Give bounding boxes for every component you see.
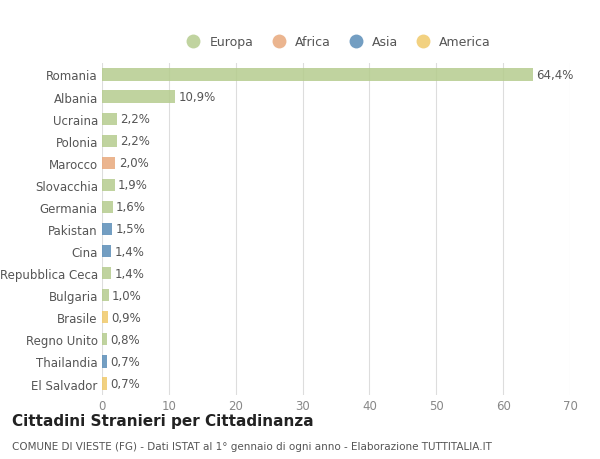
Text: 10,9%: 10,9% xyxy=(178,91,215,104)
Bar xyxy=(102,356,107,368)
Bar xyxy=(102,268,112,280)
Bar xyxy=(102,312,108,324)
Bar xyxy=(102,334,107,346)
Text: 64,4%: 64,4% xyxy=(536,69,573,82)
Text: 1,6%: 1,6% xyxy=(116,201,146,214)
Bar xyxy=(102,378,107,390)
Bar xyxy=(102,224,112,235)
Text: 1,0%: 1,0% xyxy=(112,289,142,302)
Text: 2,2%: 2,2% xyxy=(120,113,150,126)
Bar xyxy=(102,113,117,125)
Text: COMUNE DI VIESTE (FG) - Dati ISTAT al 1° gennaio di ogni anno - Elaborazione TUT: COMUNE DI VIESTE (FG) - Dati ISTAT al 1°… xyxy=(12,441,492,451)
Bar xyxy=(102,202,113,213)
Text: 1,4%: 1,4% xyxy=(115,245,145,258)
Bar xyxy=(102,179,115,191)
Text: 0,8%: 0,8% xyxy=(110,333,140,346)
Text: 0,9%: 0,9% xyxy=(112,311,141,324)
Text: 2,0%: 2,0% xyxy=(119,157,148,170)
Text: 1,4%: 1,4% xyxy=(115,267,145,280)
Bar xyxy=(102,290,109,302)
Text: 1,5%: 1,5% xyxy=(115,223,145,236)
Bar xyxy=(102,135,117,147)
Legend: Europa, Africa, Asia, America: Europa, Africa, Asia, America xyxy=(176,31,496,54)
Text: 1,9%: 1,9% xyxy=(118,179,148,192)
Text: 2,2%: 2,2% xyxy=(120,135,150,148)
Bar xyxy=(102,157,115,169)
Text: 0,7%: 0,7% xyxy=(110,355,140,368)
Text: 0,7%: 0,7% xyxy=(110,377,140,390)
Bar xyxy=(102,69,533,81)
Bar xyxy=(102,246,112,257)
Text: Cittadini Stranieri per Cittadinanza: Cittadini Stranieri per Cittadinanza xyxy=(12,413,314,428)
Bar xyxy=(102,91,175,103)
